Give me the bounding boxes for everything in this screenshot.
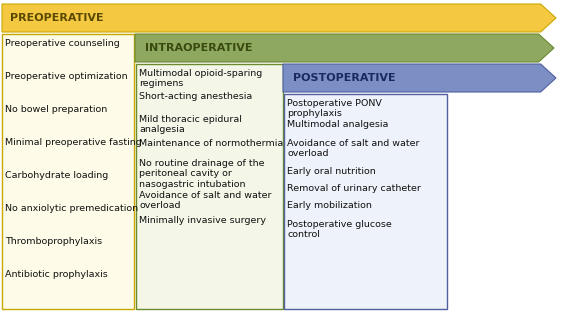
Text: Minimally invasive surgery: Minimally invasive surgery [139, 216, 266, 225]
Text: Carbohydrate loading: Carbohydrate loading [5, 171, 108, 180]
Text: Postoperative PONV
prophylaxis: Postoperative PONV prophylaxis [287, 99, 382, 119]
Text: Early mobilization: Early mobilization [287, 201, 372, 210]
Text: Postoperative glucose
control: Postoperative glucose control [287, 220, 392, 239]
Text: Short-acting anesthesia: Short-acting anesthesia [139, 92, 252, 101]
Text: Preoperative optimization: Preoperative optimization [5, 72, 128, 81]
Text: INTRAOPERATIVE: INTRAOPERATIVE [145, 43, 252, 53]
Text: Minimal preoperative fasting: Minimal preoperative fasting [5, 138, 142, 147]
Text: Multimodal analgesia: Multimodal analgesia [287, 120, 388, 129]
FancyBboxPatch shape [284, 94, 447, 309]
Text: Avoidance of salt and water
overload: Avoidance of salt and water overload [287, 139, 419, 158]
Text: No bowel preparation: No bowel preparation [5, 105, 107, 114]
Text: Multimodal opioid-sparing
regimens: Multimodal opioid-sparing regimens [139, 69, 262, 88]
Text: No anxiolytic premedication: No anxiolytic premedication [5, 204, 138, 213]
FancyBboxPatch shape [2, 34, 134, 309]
Text: Mild thoracic epidural
analgesia: Mild thoracic epidural analgesia [139, 115, 242, 134]
Text: Preoperative counseling: Preoperative counseling [5, 39, 120, 48]
Text: PREOPERATIVE: PREOPERATIVE [10, 13, 103, 23]
Text: POSTOPERATIVE: POSTOPERATIVE [293, 73, 396, 83]
Text: Thromboprophylaxis: Thromboprophylaxis [5, 237, 102, 246]
Text: Avoidance of salt and water
overload: Avoidance of salt and water overload [139, 191, 271, 210]
Text: No routine drainage of the
peritoneal cavity or
nasogastric intubation: No routine drainage of the peritoneal ca… [139, 159, 265, 189]
Text: Antibiotic prophylaxis: Antibiotic prophylaxis [5, 270, 108, 279]
Polygon shape [135, 34, 554, 62]
Text: Early oral nutrition: Early oral nutrition [287, 167, 376, 176]
Text: Maintenance of normothermia: Maintenance of normothermia [139, 139, 283, 148]
Polygon shape [2, 4, 556, 32]
FancyBboxPatch shape [136, 64, 283, 309]
Polygon shape [283, 64, 556, 92]
Text: Removal of urinary catheter: Removal of urinary catheter [287, 184, 421, 193]
